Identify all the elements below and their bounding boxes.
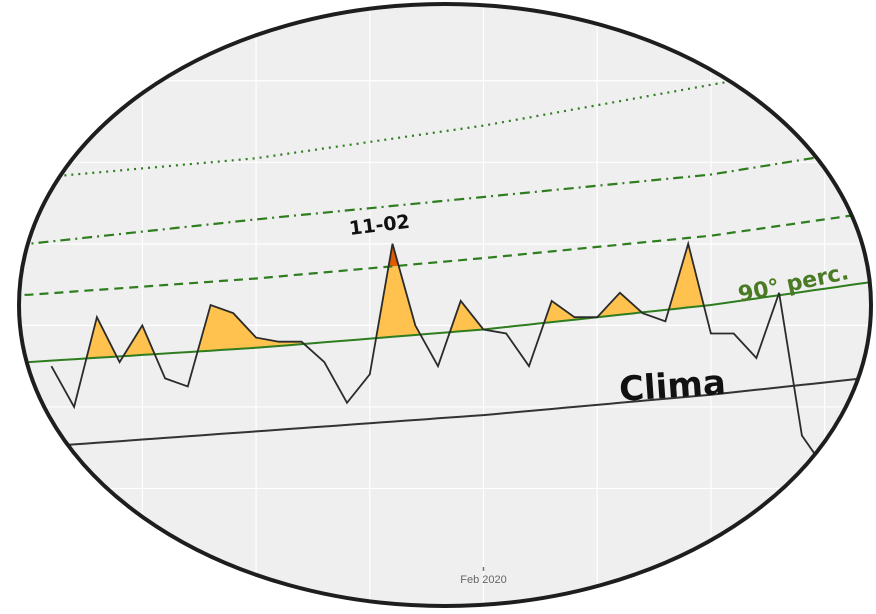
threshold-line-dotted: [19, 53, 871, 180]
threshold-lines: [19, 53, 871, 449]
extreme-exceedance-fill: [388, 243, 399, 267]
percentile-90-line: [19, 279, 871, 364]
observed-series-line: [50, 240, 826, 469]
exceedance-fill: [197, 305, 304, 352]
exceedance-fill: [376, 243, 421, 339]
exceedance-fill: [86, 317, 117, 359]
exceedance-fill: [544, 292, 642, 323]
ellipse-frame: [17, 2, 873, 608]
threshold-line-dashed: [19, 210, 871, 296]
x-tick-label: Feb 2020: [460, 574, 506, 586]
exceedance-fill: [668, 243, 704, 310]
series-lines: [50, 240, 826, 469]
tick-labels: Feb 2020: [460, 567, 507, 586]
clima-line: [19, 375, 871, 449]
threshold-line-dashdot: [19, 145, 871, 245]
exceedance-fill: [123, 325, 155, 357]
clima-label: Clima: [618, 363, 727, 410]
